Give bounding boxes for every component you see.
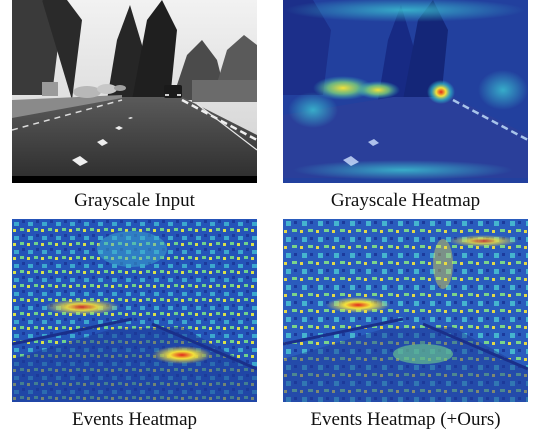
- caption-grayscale-heatmap: Grayscale Heatmap: [330, 190, 481, 211]
- events-heatmap-ours-graphic: [283, 219, 528, 402]
- grayscale-heatmap-graphic: [283, 0, 528, 183]
- caption-events-heatmap-ours: Events Heatmap (+Ours): [310, 409, 501, 430]
- grayscale-heatmap-image: [283, 0, 528, 183]
- grayscale-input-image: [12, 0, 257, 183]
- events-heatmap-image: [12, 219, 257, 402]
- caption-events-heatmap: Events Heatmap: [71, 409, 198, 430]
- events-heatmap-graphic: [12, 219, 257, 402]
- caption-grayscale-input: Grayscale Input: [74, 190, 195, 211]
- events-heatmap-ours-image: [283, 219, 528, 402]
- grayscale-input-graphic: [12, 0, 257, 183]
